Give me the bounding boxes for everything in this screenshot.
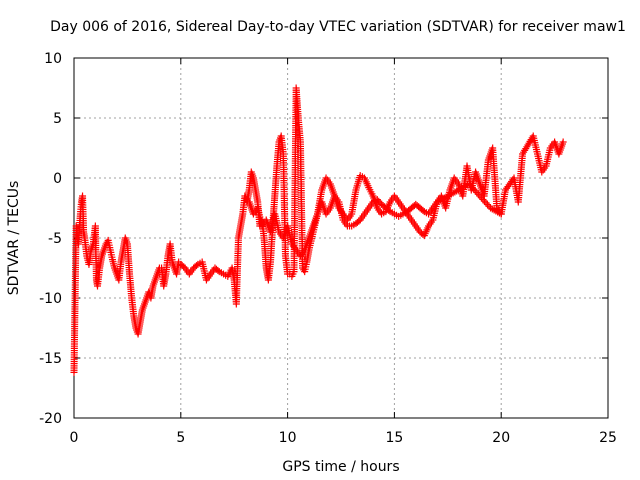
y-axis-label: SDTVAR / TECUs (6, 181, 22, 296)
data-point (482, 199, 490, 207)
y-tick-label: 5 (53, 111, 62, 127)
y-tick-labels: -20 -15 -10 -5 0 5 10 (39, 51, 62, 427)
y-tick-label: -5 (48, 231, 62, 247)
data-point (471, 187, 479, 195)
data-point (479, 195, 487, 203)
axis-ticks (73, 57, 609, 419)
data-point (419, 206, 427, 214)
data-point (467, 182, 475, 190)
y-tick-label: -20 (39, 411, 62, 427)
data-point (476, 192, 484, 200)
data-point (480, 197, 488, 205)
data-point (477, 194, 485, 202)
data-point (385, 206, 393, 214)
x-tick-label: 0 (70, 430, 79, 446)
y-tick-label: 10 (44, 51, 62, 67)
data-point (473, 189, 481, 197)
x-tick-labels: 0 5 10 15 20 25 (70, 430, 617, 446)
x-tick-label: 5 (176, 430, 185, 446)
y-tick-label: -15 (39, 351, 62, 367)
y-tick-label: -10 (39, 291, 62, 307)
data-point (474, 190, 482, 198)
data-points (70, 84, 567, 376)
data-point (470, 185, 478, 193)
data-point (559, 138, 567, 146)
data-point (468, 183, 476, 191)
x-tick-label: 15 (385, 430, 403, 446)
x-tick-label: 25 (599, 430, 617, 446)
y-tick-label: 0 (53, 171, 62, 187)
x-tick-label: 10 (279, 430, 297, 446)
data-point (214, 266, 222, 274)
data-point (192, 262, 200, 270)
data-point (483, 201, 491, 209)
x-tick-label: 20 (492, 430, 510, 446)
data-point (497, 210, 505, 218)
x-axis-label: GPS time / hours (282, 459, 399, 475)
chart-title: Day 006 of 2016, Sidereal Day-to-day VTE… (50, 19, 626, 35)
data-point (465, 180, 473, 188)
grid (74, 58, 608, 418)
